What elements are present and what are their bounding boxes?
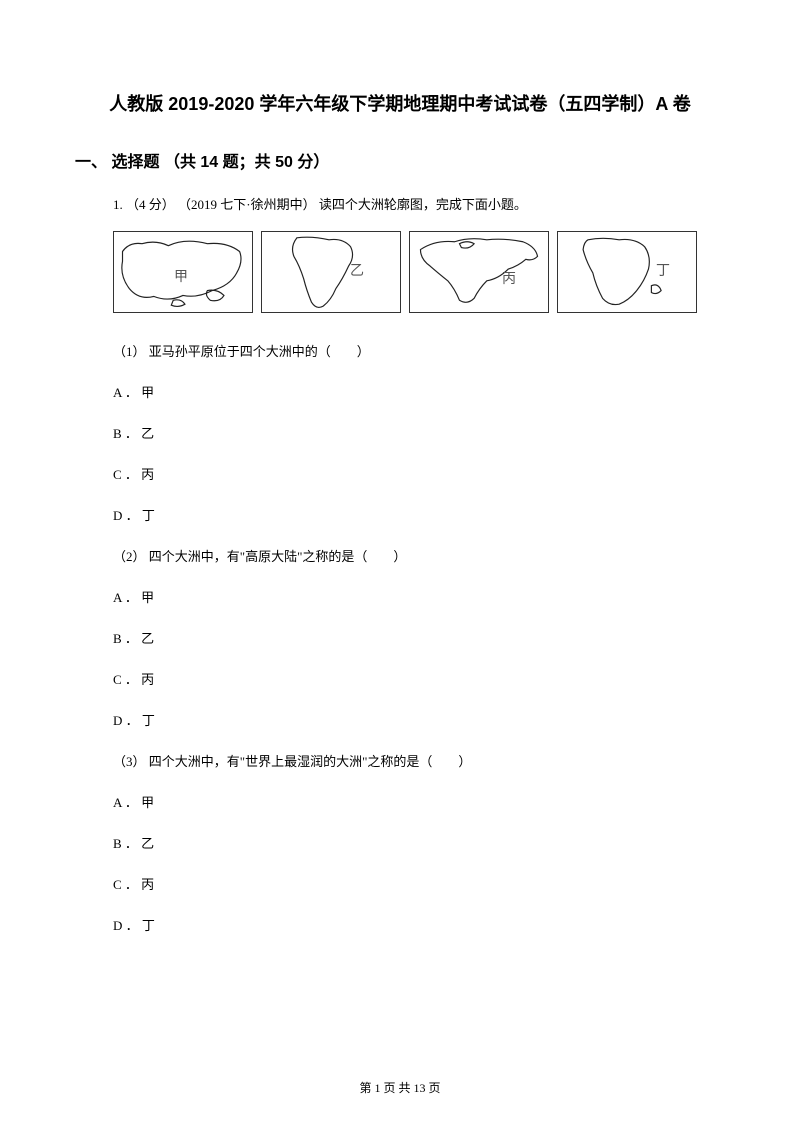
q1-sub3-d: D ． 丁 [113,915,725,934]
q1-prefix: 1. [113,197,123,212]
map-label-ding: 丁 [656,260,670,280]
q1-sub3-b: B ． 乙 [113,833,725,852]
footer-suffix: 页 [429,1081,441,1095]
q1-sub1-c: C ． 丙 [113,464,725,483]
q1-sub2-text: 四个大洲中，有"高原大陆"之称的是（ ） [149,549,407,564]
page-footer: 第 1 页 共 13 页 [0,1079,800,1096]
section-heading: 一、 选择题 （共 14 题；共 50 分） [75,148,725,172]
map-label-yi: 乙 [350,260,364,280]
q1-sub1-num: （1） [113,344,146,359]
q1-sub2-a: A ． 甲 [113,587,725,606]
map-yi: 乙 [261,231,401,313]
q1-sub2-b: B ． 乙 [113,628,725,647]
q1-sub3: （3） 四个大洲中，有"世界上最湿润的大洲"之称的是（ ） [113,751,725,770]
footer-page: 1 [374,1081,380,1095]
map-bing: 丙 [409,231,549,313]
section-number: 一、 [75,154,107,171]
map-ding: 丁 [557,231,697,313]
q1-sub1: （1） 亚马孙平原位于四个大洲中的（ ） [113,341,725,360]
footer-prefix: 第 [359,1081,371,1095]
footer-mid: 页 共 [383,1081,410,1095]
q1-points: （4 分） [126,197,175,212]
q1-sub3-text: 四个大洲中，有"世界上最湿润的大洲"之称的是（ ） [149,754,472,769]
q1-sub1-b: B ． 乙 [113,423,725,442]
section-name: 选择题 [111,154,159,171]
q1-text: 读四个大洲轮廓图，完成下面小题。 [319,197,527,212]
q1-sub1-d: D ． 丁 [113,505,725,524]
q1-sub2-c: C ． 丙 [113,669,725,688]
section-count: （共 14 题；共 50 分） [164,154,329,171]
q1-sub2-num: （2） [113,549,146,564]
map-label-jia: 甲 [174,266,188,286]
q1-sub2: （2） 四个大洲中，有"高原大陆"之称的是（ ） [113,546,725,565]
q1-sub3-c: C ． 丙 [113,874,725,893]
q1-sub1-a: A ． 甲 [113,382,725,401]
map-label-bing: 丙 [502,268,516,288]
q1-source: （2019 七下·徐州期中） [178,197,316,212]
q1-sub3-num: （3） [113,754,146,769]
exam-title: 人教版 2019-2020 学年六年级下学期地理期中考试试卷（五四学制）A 卷 [75,90,725,116]
q1-sub1-text: 亚马孙平原位于四个大洲中的（ ） [149,344,370,359]
map-row: 甲 乙 丙 丁 [113,231,725,313]
q1-sub3-a: A ． 甲 [113,792,725,811]
q1-intro: 1. （4 分） （2019 七下·徐州期中） 读四个大洲轮廓图，完成下面小题。 [113,194,725,213]
q1-sub2-d: D ． 丁 [113,710,725,729]
footer-total: 13 [414,1081,426,1095]
map-jia: 甲 [113,231,253,313]
